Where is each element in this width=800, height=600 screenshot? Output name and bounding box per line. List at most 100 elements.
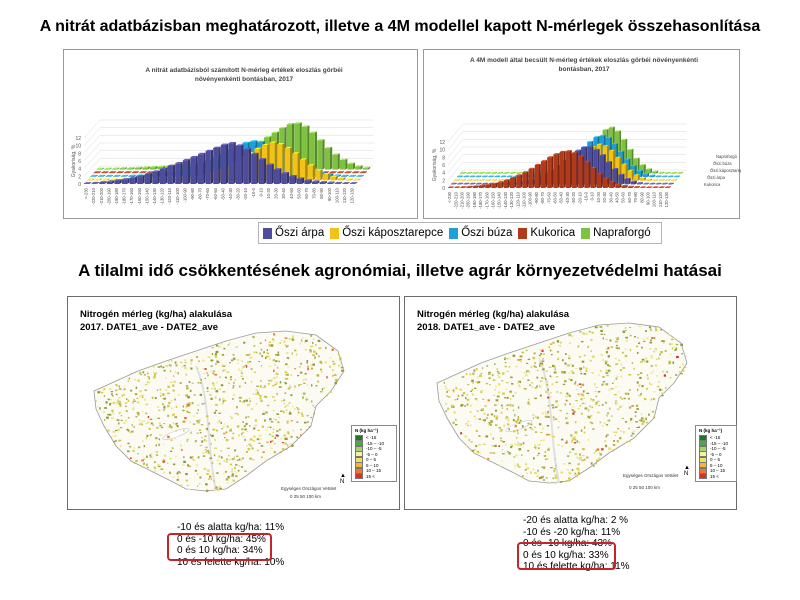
- bar: [664, 180, 669, 181]
- field-dot: [268, 341, 272, 343]
- field-dot: [274, 360, 278, 362]
- field-dot: [259, 434, 262, 437]
- field-dot: [461, 394, 464, 397]
- field-dot: [614, 402, 617, 405]
- field-dot: [283, 434, 286, 437]
- field-dot: [296, 407, 298, 409]
- field-dot: [339, 359, 341, 361]
- bar: [84, 183, 90, 184]
- field-dot: [568, 357, 571, 360]
- field-dot: [470, 390, 473, 393]
- field-dot: [212, 428, 216, 431]
- bar: [497, 182, 502, 188]
- field-dot: [563, 380, 567, 383]
- bar-top: [94, 178, 103, 180]
- field-dot: [453, 411, 456, 414]
- x-tick-label: 20-30: [274, 187, 279, 198]
- field-dot: [632, 430, 636, 432]
- field-dot: [583, 354, 586, 357]
- field-dot: [619, 436, 622, 440]
- field-dot: [615, 431, 618, 434]
- field-dot: [194, 440, 197, 442]
- field-dot: [200, 423, 204, 426]
- map-legend-row: 15 <: [355, 473, 393, 480]
- bar-top: [341, 174, 349, 177]
- bar: [289, 176, 295, 184]
- map-legend-row: 15 <: [699, 473, 733, 480]
- field-dot: [575, 399, 578, 402]
- field-dot: [131, 424, 134, 427]
- field-dot: [495, 409, 497, 412]
- bar: [475, 176, 480, 178]
- field-dot: [138, 389, 141, 392]
- field-dot: [591, 422, 594, 425]
- field-dot: [478, 435, 481, 437]
- field-dot: [165, 377, 167, 379]
- x-tick-label: 100-110: [334, 187, 339, 203]
- field-dot: [646, 387, 648, 390]
- field-dot: [547, 448, 550, 451]
- field-dot: [241, 432, 243, 436]
- field-dot: [121, 394, 123, 397]
- field-dot: [660, 351, 663, 354]
- x-tick-label: <-230: [447, 191, 452, 202]
- field-dot: [541, 427, 544, 430]
- field-dot: [554, 406, 558, 409]
- field-dot: [536, 385, 538, 388]
- bar: [664, 173, 669, 174]
- field-dot: [683, 355, 687, 357]
- field-dot: [552, 364, 555, 368]
- x-tick-label: 10-20: [596, 191, 601, 202]
- field-dot: [626, 441, 628, 443]
- bar: [478, 173, 483, 174]
- field-dot: [616, 440, 619, 443]
- field-dot: [240, 375, 244, 377]
- field-dot: [135, 460, 138, 462]
- field-dot: [174, 371, 177, 374]
- field-dot: [158, 443, 161, 446]
- field-dot: [129, 431, 131, 434]
- field-dot: [518, 386, 521, 388]
- field-dot: [622, 330, 626, 333]
- field-dot: [510, 443, 513, 446]
- field-dot: [628, 440, 631, 443]
- x-tick-label: -180-170: [478, 191, 483, 208]
- bar-top: [87, 178, 95, 180]
- bar-top: [559, 150, 566, 152]
- field-dot: [223, 472, 225, 475]
- field-dot: [599, 421, 602, 424]
- lake: [505, 420, 533, 432]
- field-dot: [564, 395, 568, 398]
- field-dot: [485, 435, 489, 438]
- bar-side: [464, 179, 467, 181]
- field-dot: [497, 391, 501, 394]
- field-dot: [312, 338, 315, 340]
- bar: [460, 180, 465, 181]
- bar-side: [495, 171, 497, 174]
- field-dot: [130, 389, 133, 392]
- field-dot: [529, 384, 531, 386]
- field-dot: [224, 399, 227, 402]
- field-dot: [268, 365, 272, 367]
- field-dot: [206, 390, 209, 393]
- field-dot: [563, 403, 567, 405]
- field-dot: [480, 389, 484, 391]
- bar-side: [476, 179, 479, 181]
- field-dot: [138, 419, 141, 421]
- x-tick-label: 60-70: [304, 187, 309, 198]
- field-dot: [583, 397, 585, 399]
- field-dot: [308, 426, 311, 428]
- field-dot: [218, 462, 221, 465]
- field-dot: [551, 404, 554, 407]
- bar-top: [646, 178, 653, 180]
- bar: [243, 149, 249, 184]
- field-dot: [298, 384, 302, 386]
- bar-side: [286, 171, 289, 184]
- field-dot: [497, 395, 500, 398]
- field-dot: [266, 352, 269, 355]
- field-dot: [548, 433, 551, 436]
- bar: [294, 123, 300, 170]
- bar-side: [495, 182, 498, 188]
- bar-top: [609, 181, 616, 183]
- field-dot: [512, 395, 514, 397]
